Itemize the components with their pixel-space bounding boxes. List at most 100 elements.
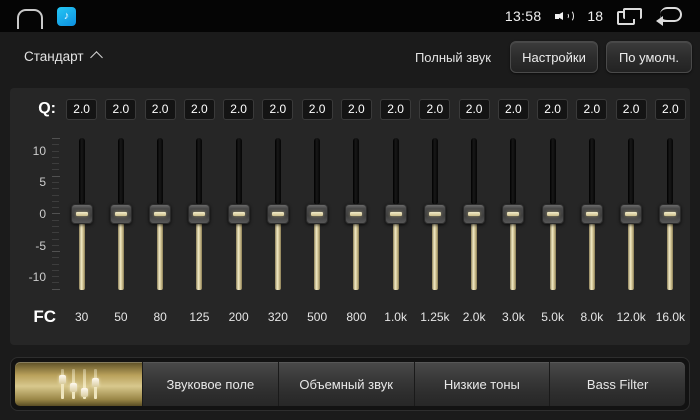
tab-equalizer[interactable] [15,362,143,406]
q-value-box[interactable]: 2.0 [654,98,686,120]
slider-thumb[interactable] [502,204,525,224]
music-app-icon[interactable]: ♪ [57,6,76,26]
band-slider[interactable] [455,130,494,302]
speaker-icon[interactable] [555,9,574,24]
settings-button[interactable]: Настройки [510,41,598,73]
slider-thumb[interactable] [580,204,603,224]
slider-thumb[interactable] [423,204,446,224]
slider-track[interactable] [423,138,446,290]
slider-track[interactable] [188,138,211,290]
slider-track[interactable] [70,138,93,290]
band-slider[interactable] [337,130,376,302]
slider-thumb[interactable] [463,204,486,224]
slider-thumb[interactable] [70,204,93,224]
slider-track[interactable] [109,138,132,290]
q-value-box[interactable]: 2.0 [576,98,608,120]
band-slider[interactable] [62,130,101,302]
slider-track[interactable] [227,138,250,290]
frequency-label-list: 30 50 80 125 200 320 500 800 1.0k 1.25k 2.0k 3.0k 5.… [62,310,690,324]
recents-icon[interactable] [617,7,642,25]
slider-thumb[interactable] [266,204,289,224]
axis-tick [52,257,59,259]
frequency-label: 8.0k [580,310,604,324]
slider-track[interactable] [345,138,368,290]
band-slider[interactable] [101,130,140,302]
q-value-box[interactable]: 2.0 [615,98,647,120]
slider-track[interactable] [306,138,329,290]
tab-label: Bass Filter [586,376,649,392]
tab-low-tones[interactable]: Низкие тоны [414,362,551,406]
band-slider[interactable] [415,130,454,302]
q-value-box[interactable]: 2.0 [380,98,412,120]
slider-track[interactable] [384,138,407,290]
slider-track[interactable] [149,138,172,290]
slider-track[interactable] [463,138,486,290]
icon-knob [69,383,77,392]
slider-track[interactable] [502,138,525,290]
q-value-box[interactable]: 2.0 [419,98,451,120]
slider-thumb[interactable] [109,204,132,224]
slider-thumb[interactable] [620,204,643,224]
slider-track[interactable] [266,138,289,290]
back-icon[interactable] [656,7,684,26]
slider-track-upper [157,138,164,205]
q-value-box[interactable]: 2.0 [262,98,294,120]
slider-track-lower [471,223,478,290]
axis-tick [52,138,60,139]
slider-track[interactable] [620,138,643,290]
band-slider[interactable] [219,130,258,302]
band-slider[interactable] [376,130,415,302]
slider-thumb[interactable] [345,204,368,224]
q-value-box[interactable]: 2.0 [340,98,372,120]
band-slider[interactable] [180,130,219,302]
slider-thumb[interactable] [306,204,329,224]
q-value-box[interactable]: 2.0 [66,98,98,120]
tab-sound-field[interactable]: Звуковое поле [143,362,279,406]
q-value-list: 2.0 2.0 2.0 2.0 2.0 2.0 2.0 2.0 2.0 2.0 2.0 2.0 2.0 2… [62,98,690,120]
equalizer-graph: 10 5 0 -5 -10 [10,130,690,302]
home-icon[interactable] [17,9,43,29]
q-cell: 2.0 [141,98,180,120]
band-slider[interactable] [298,130,337,302]
q-value-box[interactable]: 2.0 [497,98,529,120]
slider-thumb[interactable] [188,204,211,224]
q-value-box[interactable]: 2.0 [301,98,333,120]
axis-tick [52,181,59,183]
slider-thumb[interactable] [149,204,172,224]
slider-track-lower [196,223,203,290]
band-slider[interactable] [651,130,690,302]
slider-thumb[interactable] [227,204,250,224]
q-value-box[interactable]: 2.0 [458,98,490,120]
slider-track[interactable] [541,138,564,290]
slider-thumb[interactable] [541,204,564,224]
axis-tick [52,282,59,284]
frequency-label: 125 [189,310,210,324]
band-slider[interactable] [533,130,572,302]
q-value-box[interactable]: 2.0 [183,98,215,120]
q-value-box[interactable]: 2.0 [223,98,255,120]
tab-bass-filter[interactable]: Bass Filter [550,362,685,406]
status-bar-right: 13:58 18 [504,7,700,26]
frequency-label: 500 [307,310,328,324]
band-slider[interactable] [258,130,297,302]
slider-track-lower [314,223,321,290]
tab-surround-sound[interactable]: Объемный звук [278,362,415,406]
slider-thumb[interactable] [659,204,682,224]
band-slider[interactable] [612,130,651,302]
slider-track-upper [667,138,674,205]
slider-track-lower [157,223,164,290]
slider-thumb[interactable] [384,204,407,224]
tab-label: Низкие тоны [443,376,520,392]
band-slider[interactable] [572,130,611,302]
band-slider[interactable] [141,130,180,302]
default-button[interactable]: По умолч. [606,41,692,73]
preset-selector[interactable]: Стандарт [22,45,107,68]
q-value-box[interactable]: 2.0 [144,98,176,120]
q-value-box[interactable]: 2.0 [105,98,137,120]
slider-track[interactable] [659,138,682,290]
band-slider[interactable] [494,130,533,302]
q-value-box[interactable]: 2.0 [537,98,569,120]
slider-track[interactable] [580,138,603,290]
clock-label: 13:58 [504,8,542,24]
